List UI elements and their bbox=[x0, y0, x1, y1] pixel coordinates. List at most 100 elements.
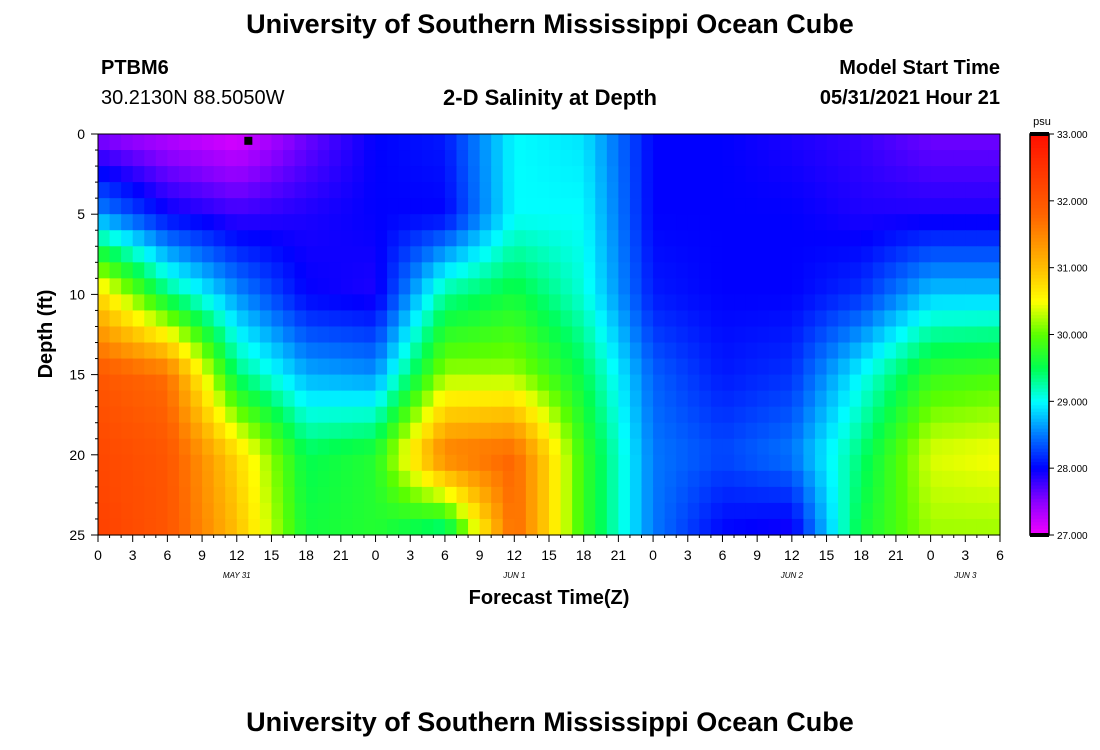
heatmap-cell bbox=[583, 278, 596, 295]
heatmap-cell bbox=[722, 182, 735, 199]
heatmap-cell bbox=[722, 390, 735, 408]
heatmap-cell bbox=[884, 406, 897, 424]
heatmap-cell bbox=[213, 246, 226, 263]
heatmap-cell bbox=[132, 406, 145, 424]
heatmap-cell bbox=[502, 470, 515, 488]
heatmap-cell bbox=[317, 486, 330, 504]
heatmap-cell bbox=[213, 454, 226, 472]
colorbar-segment bbox=[1030, 438, 1049, 443]
heatmap-cell bbox=[317, 390, 330, 408]
heatmap-cell bbox=[363, 198, 377, 215]
heatmap-cell bbox=[329, 262, 342, 279]
heatmap-cell bbox=[433, 294, 446, 312]
heatmap-cell bbox=[595, 262, 608, 279]
heatmap-cell bbox=[618, 198, 631, 215]
colorbar-segment bbox=[1030, 478, 1049, 483]
heatmap-cell bbox=[838, 422, 851, 440]
heatmap-cell bbox=[144, 406, 157, 424]
heatmap-cell bbox=[468, 294, 481, 312]
heatmap-cell bbox=[340, 518, 354, 536]
heatmap-cell bbox=[213, 358, 226, 376]
heatmap-cell bbox=[595, 390, 608, 408]
heatmap-cell bbox=[444, 182, 458, 199]
heatmap-cell bbox=[745, 358, 758, 376]
heatmap-cell bbox=[167, 166, 180, 183]
heatmap-cell bbox=[306, 358, 319, 376]
heatmap-cell bbox=[965, 374, 978, 392]
heatmap-cell bbox=[259, 214, 273, 231]
heatmap-cell bbox=[363, 358, 377, 376]
heatmap-cell bbox=[433, 246, 446, 263]
heatmap-cell bbox=[502, 518, 515, 536]
heatmap-cell bbox=[895, 214, 909, 231]
heatmap-cell bbox=[745, 438, 758, 456]
heatmap-cell bbox=[780, 214, 793, 231]
heatmap-cell bbox=[525, 470, 539, 488]
heatmap-cell bbox=[317, 470, 330, 488]
heatmap-cell bbox=[283, 342, 296, 360]
heatmap-cell bbox=[259, 230, 273, 247]
heatmap-cell bbox=[618, 166, 631, 183]
heatmap-cell bbox=[387, 390, 400, 408]
heatmap-cell bbox=[537, 470, 550, 488]
heatmap-cell bbox=[780, 262, 793, 279]
heatmap-cell bbox=[965, 166, 978, 183]
heatmap-cell bbox=[872, 374, 885, 392]
colorbar-segment bbox=[1030, 234, 1049, 239]
heatmap-cell bbox=[884, 150, 897, 167]
heatmap-cell bbox=[826, 470, 839, 488]
heatmap-cell bbox=[340, 326, 354, 344]
heatmap-cell bbox=[271, 246, 284, 263]
heatmap-cell bbox=[248, 518, 261, 536]
heatmap-cell bbox=[271, 134, 284, 151]
heatmap-cell bbox=[895, 134, 909, 151]
heatmap-cell bbox=[352, 246, 365, 263]
heatmap-cell bbox=[352, 406, 365, 424]
heatmap-cell bbox=[953, 166, 966, 183]
heatmap-cell bbox=[653, 182, 666, 199]
heatmap-cell bbox=[849, 150, 862, 167]
heatmap-cell bbox=[895, 246, 909, 263]
heatmap-cell bbox=[271, 326, 284, 344]
colorbar-segment bbox=[1030, 154, 1049, 158]
heatmap-cell bbox=[468, 454, 481, 472]
heatmap-cell bbox=[814, 342, 828, 360]
heatmap-cell bbox=[433, 150, 446, 167]
heatmap-cell bbox=[803, 342, 816, 360]
colorbar-segment bbox=[1030, 321, 1049, 326]
heatmap-cell bbox=[271, 438, 284, 456]
heatmap-cell bbox=[317, 374, 330, 392]
colorbar-segment bbox=[1030, 421, 1049, 426]
heatmap-cell bbox=[132, 438, 145, 456]
heatmap-cell bbox=[375, 390, 388, 408]
heatmap-cell bbox=[537, 166, 550, 183]
heatmap-cell bbox=[803, 406, 816, 424]
heatmap-cell bbox=[213, 422, 226, 440]
heatmap-cell bbox=[942, 406, 955, 424]
y-tick-label: 0 bbox=[77, 126, 85, 142]
heatmap-cell bbox=[178, 358, 192, 376]
heatmap-cell bbox=[780, 518, 793, 536]
heatmap-cell bbox=[687, 470, 700, 488]
heatmap-cell bbox=[884, 214, 897, 231]
heatmap-cell bbox=[98, 390, 111, 408]
heatmap-cell bbox=[491, 374, 504, 392]
heatmap-cell bbox=[734, 406, 747, 424]
heatmap-cell bbox=[306, 214, 319, 231]
heatmap-cell bbox=[641, 310, 654, 328]
heatmap-cell bbox=[479, 502, 492, 520]
heatmap-cell bbox=[780, 470, 793, 488]
colorbar-segment bbox=[1030, 217, 1049, 222]
heatmap-cell bbox=[248, 166, 261, 183]
heatmap-cell bbox=[363, 278, 377, 295]
heatmap-cell bbox=[653, 198, 666, 215]
heatmap-cell bbox=[352, 358, 365, 376]
heatmap-cell bbox=[653, 278, 666, 295]
heatmap-cell bbox=[734, 310, 747, 328]
heatmap-cell bbox=[930, 294, 943, 312]
heatmap-cell bbox=[236, 454, 249, 472]
x-tick-label: 3 bbox=[129, 547, 137, 563]
heatmap-cell bbox=[410, 166, 423, 183]
heatmap-cell bbox=[826, 150, 839, 167]
heatmap-cell bbox=[757, 342, 770, 360]
